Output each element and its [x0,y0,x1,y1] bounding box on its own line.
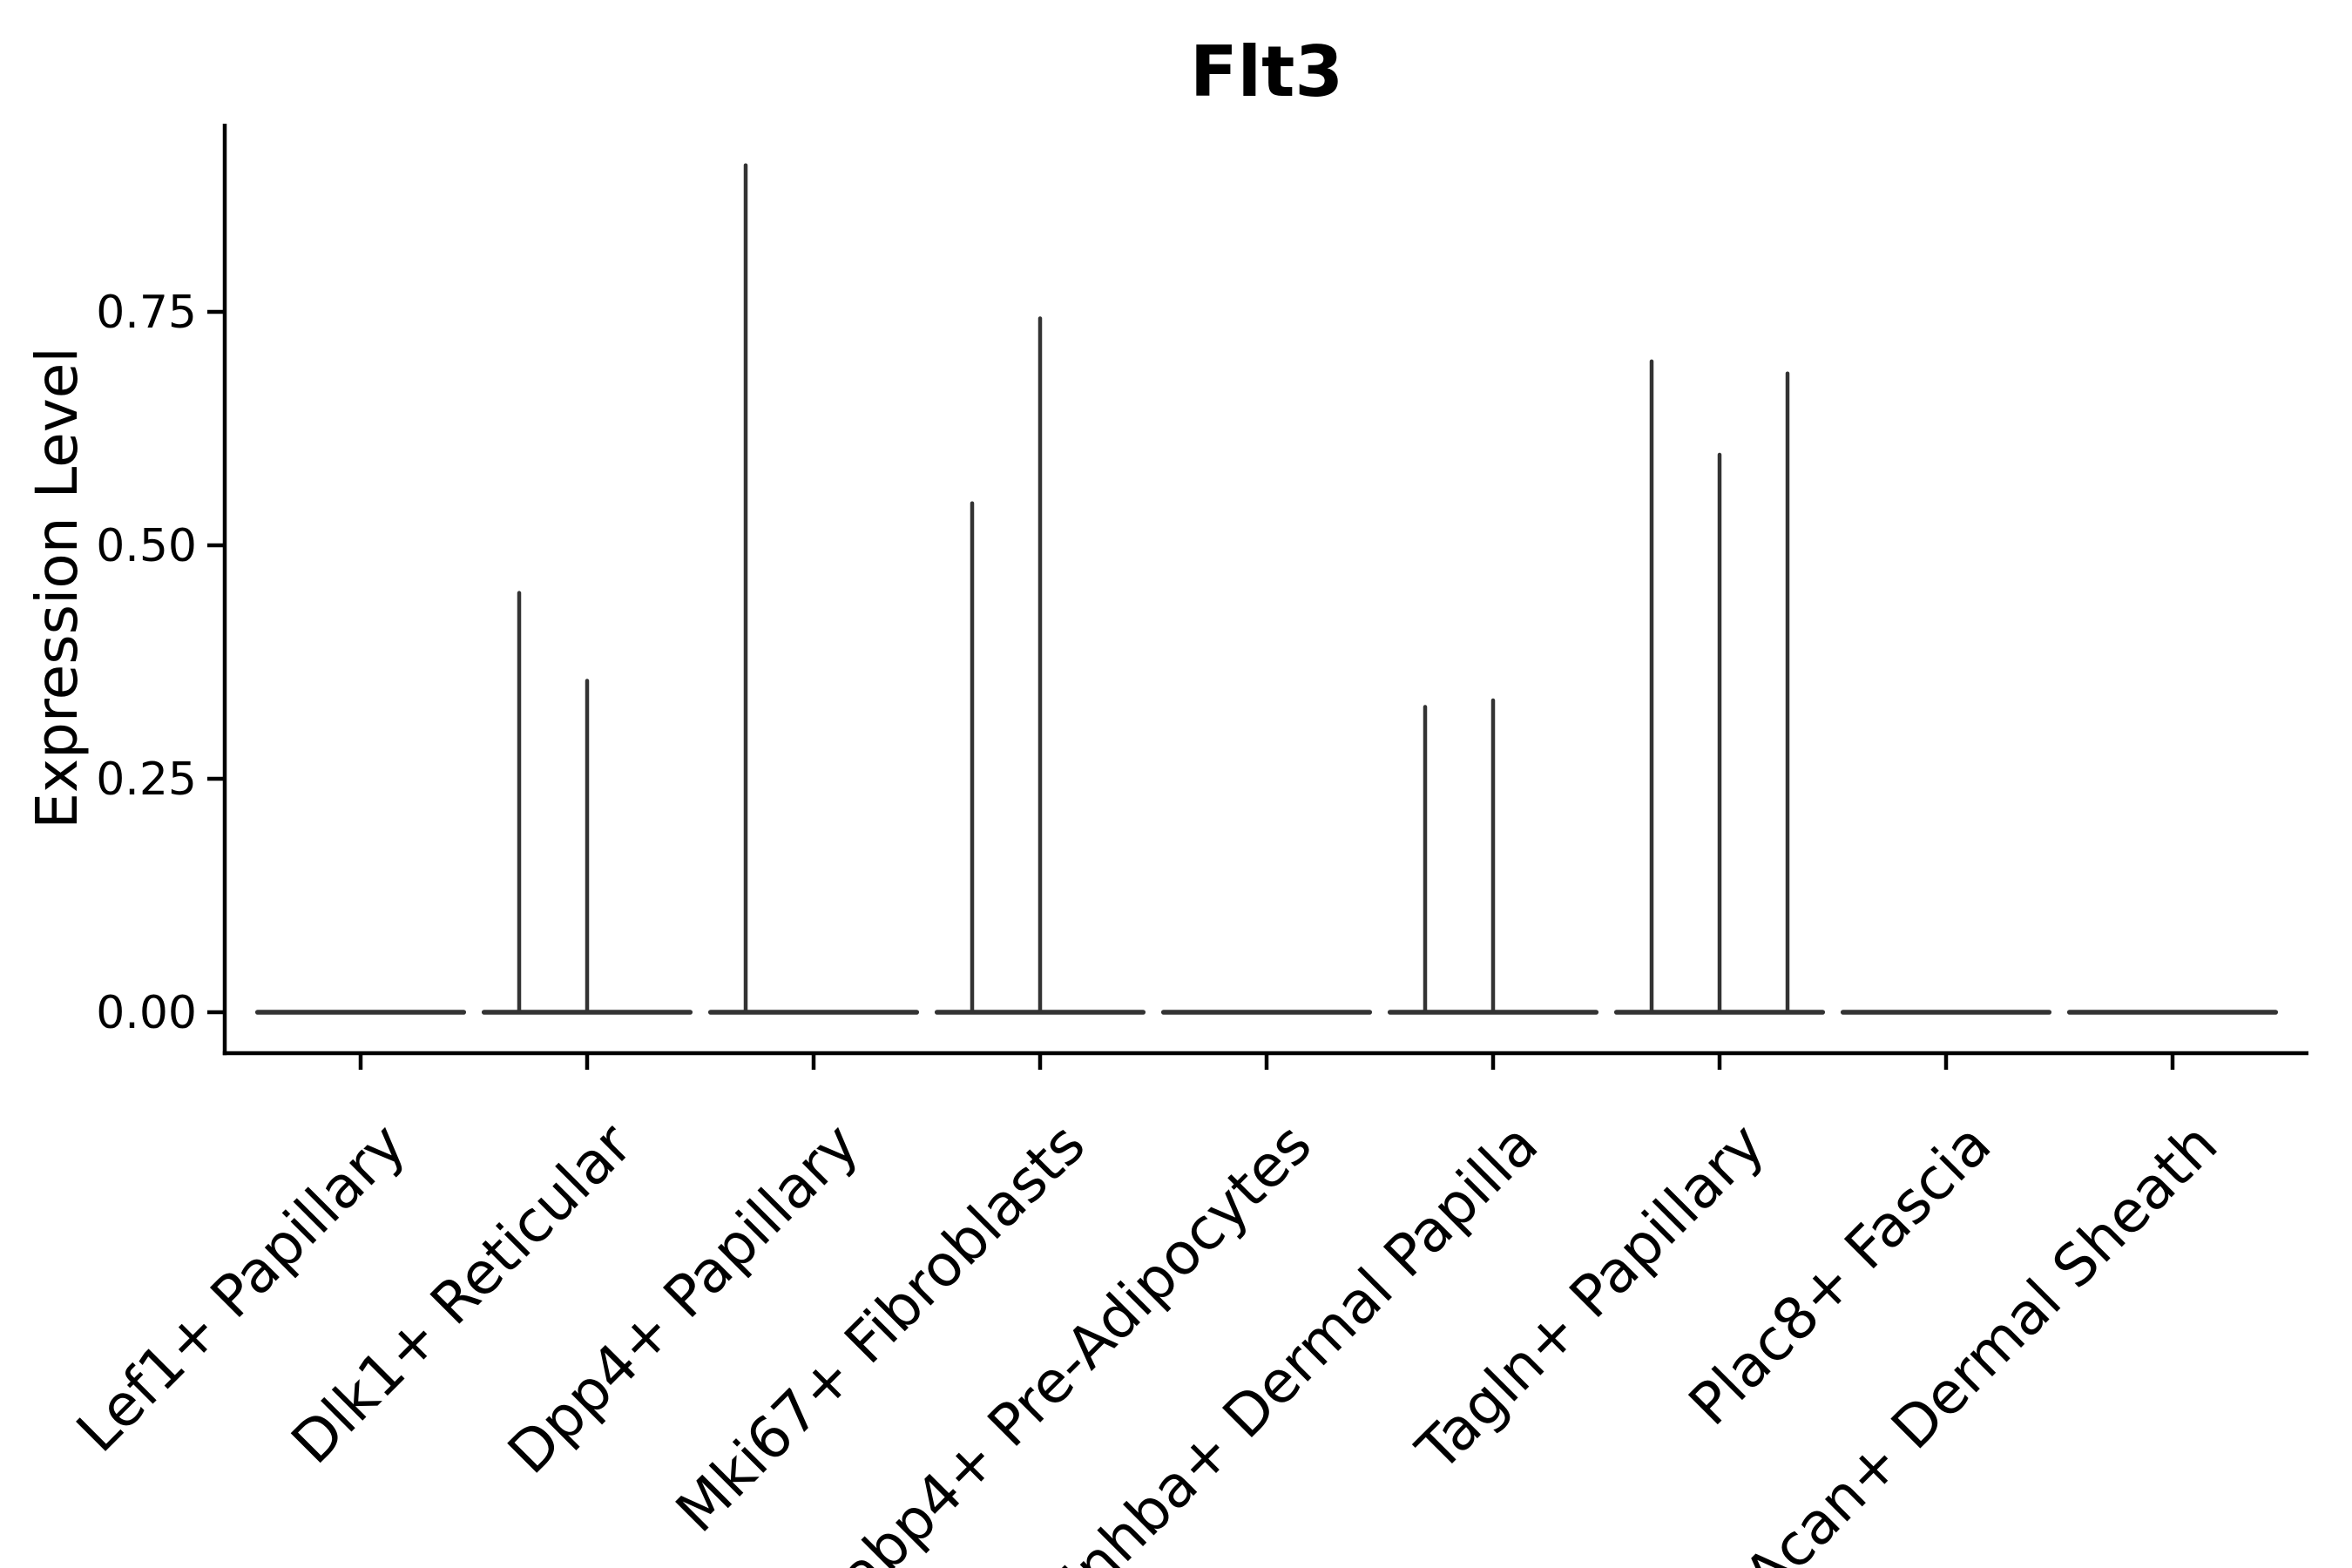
y-tick-label: 0.00 [96,987,197,1039]
x-tick-label: Mki67+ Fibroblasts [663,1111,1098,1545]
y-tick-label: 0.50 [96,520,197,572]
y-tick-label: 0.75 [96,287,197,339]
chart-title: Flt3 [1190,31,1343,112]
y-axis-label: Expression Level [24,347,91,828]
y-tick-label: 0.25 [96,754,197,806]
